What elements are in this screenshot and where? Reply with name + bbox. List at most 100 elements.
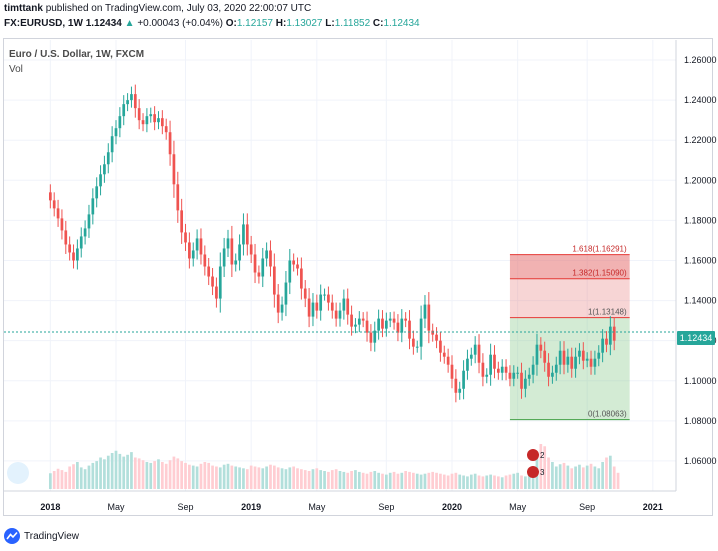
volume-bar <box>253 466 257 489</box>
volume-bar <box>601 462 604 489</box>
volume-bar <box>419 474 423 489</box>
volume-bar <box>215 466 218 489</box>
volume-bar <box>334 469 338 489</box>
candle-body <box>531 364 535 375</box>
volume-bar <box>508 474 512 489</box>
x-tick-label: Sep <box>579 502 595 512</box>
candle-body <box>114 128 118 137</box>
volume-bar <box>137 458 141 489</box>
volume-bar <box>377 472 380 489</box>
volume-bar <box>562 462 566 489</box>
candle-body <box>334 310 338 319</box>
publish-info: timttank published on TradingView.com, J… <box>4 2 311 16</box>
close-value: 1.12434 <box>383 18 420 29</box>
candle-body <box>106 152 110 165</box>
event-marker-label: 3 <box>540 468 545 477</box>
volume-bar <box>381 473 384 489</box>
volume-bar <box>489 474 492 489</box>
candle-body <box>570 356 574 369</box>
volume-bar <box>516 472 520 489</box>
candle-body <box>566 356 570 365</box>
candle-body <box>508 372 512 379</box>
candle-body <box>91 198 95 215</box>
volume-bar <box>404 471 408 489</box>
volume-bar <box>415 473 419 489</box>
x-tick-label: 2019 <box>241 502 261 512</box>
volume-bar <box>83 469 87 489</box>
candle-body <box>527 374 531 379</box>
high-label: H: <box>275 18 287 29</box>
candle-body <box>381 318 384 329</box>
candle-body <box>257 272 261 277</box>
y-tick-label: 1.10000 <box>684 376 717 386</box>
candle-body <box>176 184 180 211</box>
candle-body <box>130 94 133 101</box>
candle-body <box>245 224 249 245</box>
fib-level-label: 1(1.13148) <box>588 308 627 317</box>
candle-body <box>593 358 597 367</box>
candle-body <box>412 338 415 347</box>
candle-body <box>323 294 326 296</box>
volume-bar <box>361 472 365 489</box>
candle-body <box>296 264 299 269</box>
close-label: C: <box>372 18 384 29</box>
candle-body <box>141 120 145 125</box>
volume-bar <box>149 462 153 489</box>
candle-body <box>164 126 168 133</box>
volume-bar <box>423 473 427 489</box>
candle-body <box>145 116 149 125</box>
volume-bar <box>245 469 249 489</box>
open-label: O: <box>225 18 237 29</box>
candle-body <box>288 260 292 283</box>
volume-bar <box>504 475 508 489</box>
candle-body <box>427 304 431 331</box>
fib-zone-1382 <box>509 278 630 318</box>
candle-body <box>211 276 214 287</box>
volume-bar <box>68 466 72 489</box>
candle-body <box>524 378 527 389</box>
candle-body <box>477 344 481 363</box>
author-name[interactable]: timttank <box>4 3 43 14</box>
volume-bar <box>365 473 369 489</box>
y-tick-label: 1.24000 <box>684 95 717 105</box>
volume-bar <box>176 458 180 489</box>
candle-body <box>207 266 211 277</box>
volume-bar <box>454 472 458 489</box>
candle-body <box>365 320 369 333</box>
candle-body <box>303 288 307 299</box>
volume-bar <box>195 466 199 489</box>
volume-bar <box>145 462 149 489</box>
volume-bar <box>230 465 234 489</box>
candle-body <box>369 332 373 343</box>
candle-body <box>330 302 334 311</box>
candle-body <box>292 260 296 265</box>
volume-bar <box>292 466 296 489</box>
tradingview-logo[interactable]: TradingView <box>4 528 79 544</box>
candle-body <box>558 350 562 365</box>
candle-body <box>68 244 72 253</box>
candle-body <box>79 236 83 249</box>
volume-bar <box>95 461 99 489</box>
candle-body <box>512 372 516 379</box>
volume-bar <box>496 476 500 489</box>
volume-bar <box>238 467 241 489</box>
candle-body <box>184 232 187 243</box>
volume-bar <box>272 465 276 489</box>
watermark-icon <box>7 462 29 484</box>
candle-body <box>496 368 500 373</box>
candle-body <box>466 358 469 371</box>
candle-body <box>87 214 91 229</box>
volume-bar <box>412 472 415 489</box>
candle-body <box>520 372 523 389</box>
volume-bar <box>207 462 211 489</box>
candle-body <box>535 344 539 365</box>
candle-body <box>450 364 454 379</box>
volume-bar <box>566 465 570 489</box>
candle-body <box>396 322 400 333</box>
candle-body <box>64 230 68 245</box>
candle-body <box>392 318 396 323</box>
candle-body <box>126 100 129 105</box>
candle-body <box>423 304 427 319</box>
symbol-summary: FX:EURUSD, 1W 1.12434 ▲ +0.00043 (+0.04%… <box>4 17 420 31</box>
